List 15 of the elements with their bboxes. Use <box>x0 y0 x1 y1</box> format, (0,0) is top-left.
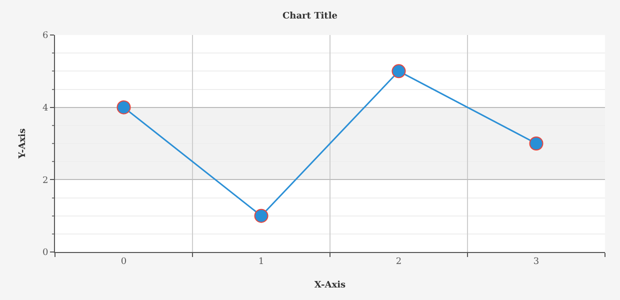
x-tick-label: 2 <box>396 256 402 267</box>
point <box>254 208 268 223</box>
y-tick-label: 4 <box>42 103 48 114</box>
chart-title: Chart Title <box>282 11 338 22</box>
y-tick-label: 6 <box>42 31 48 42</box>
x-axis-title: X-Axis <box>314 280 346 291</box>
x-tick-label: 0 <box>120 256 127 267</box>
y-tick-label: 0 <box>42 248 48 258</box>
point <box>116 100 131 114</box>
point <box>529 136 544 150</box>
y-axis-title: Y-Axis <box>18 128 28 160</box>
x-tick-label: 1 <box>258 256 264 267</box>
x-tick-label: 3 <box>533 256 540 267</box>
point <box>392 64 406 78</box>
y-tick-label: 2 <box>42 176 48 186</box>
